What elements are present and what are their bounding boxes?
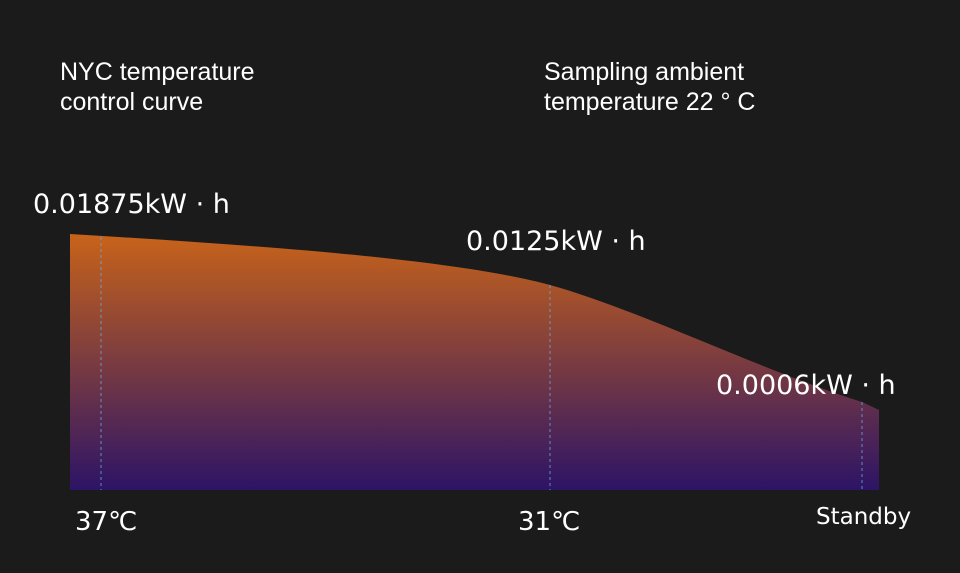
chart-title: NYC temperature control curve	[60, 58, 255, 116]
x-tick-label: 37℃	[75, 507, 137, 537]
chart-subtitle: Sampling ambient temperature 22 ° C	[544, 58, 756, 116]
area-series	[70, 234, 879, 490]
data-label: 0.0125kW · h	[466, 226, 646, 257]
x-tick-label: 31℃	[518, 507, 580, 537]
x-tick-label: Standby	[816, 504, 911, 530]
data-label: 0.01875kW · h	[33, 189, 230, 220]
data-label: 0.0006kW · h	[716, 370, 896, 401]
